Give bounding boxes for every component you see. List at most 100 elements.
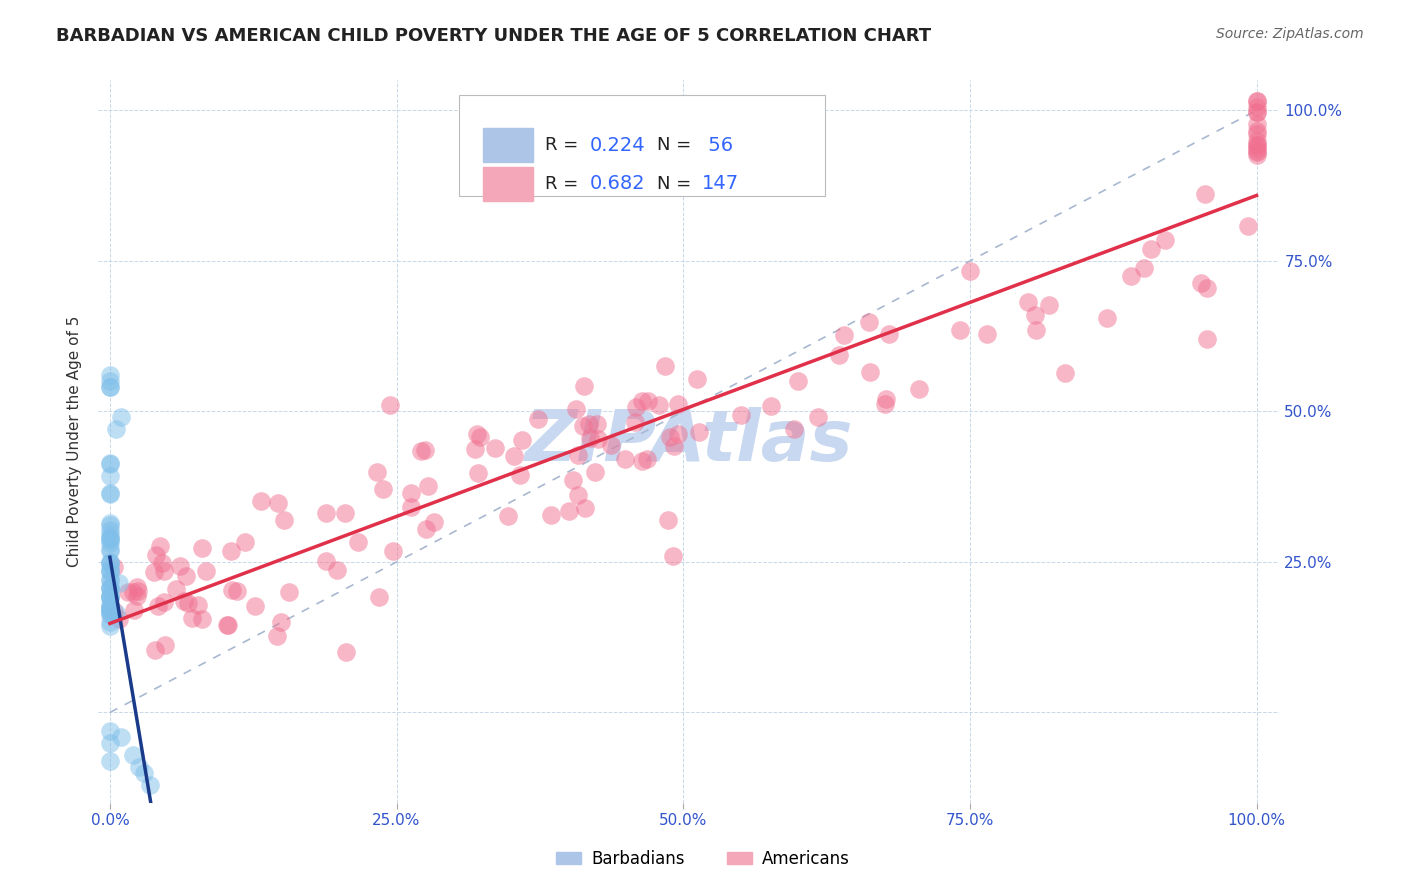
Americans — [174, 569, 197, 583]
Americans — [527, 411, 550, 425]
Americans — [614, 451, 637, 466]
Barbadians — [98, 566, 121, 580]
Americans — [266, 629, 288, 643]
Americans — [503, 449, 526, 463]
Americans — [600, 438, 623, 452]
Barbadians — [98, 457, 121, 471]
Americans — [631, 454, 654, 468]
Barbadians — [98, 523, 121, 537]
Americans — [540, 508, 562, 523]
Americans — [662, 549, 685, 563]
Americans — [1054, 366, 1077, 380]
Americans — [103, 559, 125, 574]
Americans — [215, 618, 238, 632]
Americans — [122, 585, 145, 599]
Text: BARBADIAN VS AMERICAN CHILD POVERTY UNDER THE AGE OF 5 CORRELATION CHART: BARBADIAN VS AMERICAN CHILD POVERTY UNDE… — [56, 27, 931, 45]
Barbadians — [98, 735, 121, 749]
Text: 0.224: 0.224 — [589, 136, 645, 155]
Americans — [859, 365, 882, 379]
Americans — [959, 264, 981, 278]
Barbadians — [98, 556, 121, 570]
Americans — [908, 382, 931, 396]
Americans — [273, 513, 295, 527]
Barbadians — [98, 591, 121, 606]
Barbadians — [98, 531, 121, 545]
Americans — [194, 564, 217, 578]
Barbadians — [98, 723, 121, 738]
Text: N =: N = — [657, 136, 697, 154]
Text: 56: 56 — [702, 136, 733, 155]
Barbadians — [139, 778, 162, 792]
Americans — [666, 397, 689, 411]
Americans — [270, 615, 292, 630]
Americans — [250, 494, 273, 508]
Americans — [108, 612, 131, 626]
Americans — [148, 599, 170, 614]
Americans — [562, 473, 585, 487]
Americans — [1246, 134, 1268, 148]
Americans — [149, 539, 172, 553]
Americans — [558, 504, 581, 518]
Americans — [510, 433, 533, 447]
Americans — [1119, 269, 1142, 284]
Americans — [688, 425, 710, 439]
Americans — [416, 479, 439, 493]
Americans — [1140, 243, 1163, 257]
Americans — [828, 348, 851, 362]
Barbadians — [104, 423, 127, 437]
Americans — [464, 442, 486, 456]
Barbadians — [110, 410, 132, 425]
Americans — [730, 408, 752, 422]
Americans — [1133, 260, 1156, 275]
Barbadians — [110, 730, 132, 744]
Americans — [413, 442, 436, 457]
Americans — [484, 441, 506, 455]
Americans — [509, 468, 531, 483]
Barbadians — [98, 487, 121, 501]
Barbadians — [98, 615, 121, 629]
Barbadians — [121, 747, 143, 762]
Americans — [399, 500, 422, 514]
Americans — [333, 506, 356, 520]
Americans — [875, 397, 897, 411]
Americans — [626, 400, 648, 414]
Americans — [1246, 145, 1268, 159]
Americans — [127, 584, 149, 599]
Barbadians — [108, 576, 131, 591]
Barbadians — [98, 532, 121, 546]
Americans — [221, 583, 243, 598]
Barbadians — [134, 765, 156, 780]
Americans — [579, 431, 602, 445]
Americans — [190, 541, 212, 555]
Americans — [572, 379, 595, 393]
Americans — [415, 522, 437, 536]
Americans — [378, 399, 401, 413]
Americans — [315, 554, 337, 568]
Americans — [181, 611, 204, 625]
Americans — [686, 371, 709, 385]
Americans — [574, 500, 596, 515]
Americans — [335, 645, 357, 659]
Americans — [143, 643, 166, 657]
Americans — [1038, 298, 1060, 312]
Americans — [325, 564, 347, 578]
Americans — [877, 326, 900, 341]
Barbadians — [104, 606, 127, 620]
Americans — [366, 465, 388, 479]
Americans — [117, 585, 139, 599]
Americans — [631, 394, 654, 409]
Barbadians — [98, 607, 121, 622]
Americans — [664, 439, 686, 453]
Americans — [623, 415, 645, 429]
Americans — [786, 374, 808, 388]
Americans — [1246, 104, 1268, 119]
Americans — [783, 422, 806, 436]
Americans — [637, 393, 659, 408]
Americans — [233, 535, 256, 549]
FancyBboxPatch shape — [484, 128, 533, 162]
Americans — [586, 432, 609, 446]
Barbadians — [98, 541, 121, 556]
Americans — [465, 427, 488, 442]
Americans — [565, 402, 588, 417]
Americans — [173, 594, 195, 608]
